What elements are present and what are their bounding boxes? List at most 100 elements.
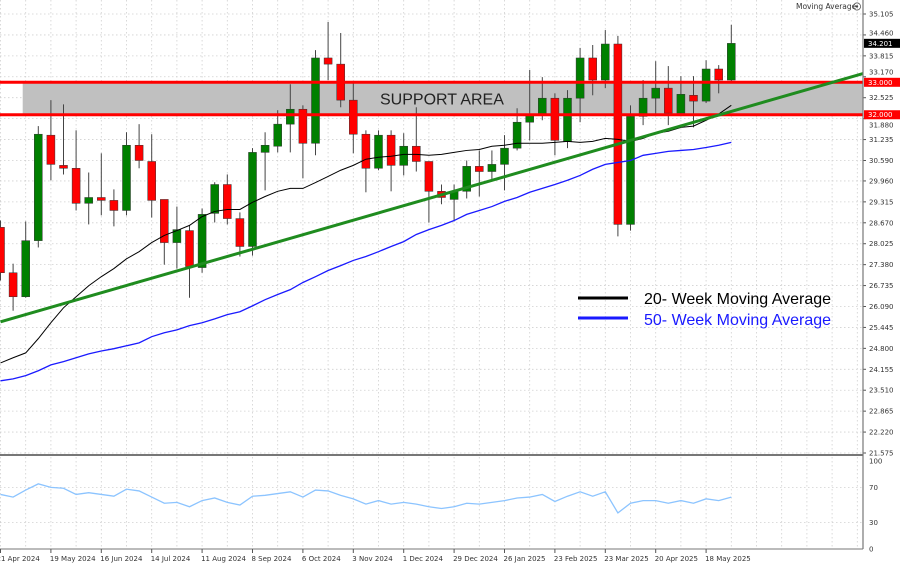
support-area-band [22,82,863,115]
legend-ma50-label: 50- Week Moving Average [644,312,831,329]
price-axis: 35.105 34.460 33.815 33.170 32.525 31.880 31.2… [863,11,894,458]
candle-bull [538,97,547,116]
trendline [0,72,864,324]
y-tick-label: 33.170 [869,68,894,76]
candle-bull [676,94,686,114]
y-tick-label: 25.445 [869,324,894,332]
current-price-tag-text: 34.201 [868,40,893,48]
candle-bear [97,197,106,201]
upper-price-tag: 33.000 [864,77,900,87]
time-axis: 21 Apr 2024 19 May 2024 16 Jun 2024 14 Jul … [0,549,751,563]
candle-bear [588,57,597,81]
y-tick-label: 32.525 [869,94,894,102]
candle-bear [46,134,56,165]
candle-bear [613,43,623,225]
y-tick-label: 21.575 [869,450,894,458]
osc-tick-label: 30 [869,519,878,527]
ma20-line [0,104,732,364]
x-tick-label: 23 Mar 2025 [604,555,648,563]
candle-bull [260,144,270,153]
y-tick-label: 34.460 [869,29,894,37]
candle-bull [374,134,383,169]
candle-bear [71,168,81,204]
candle-bear [349,99,358,135]
candle-bear [235,218,245,247]
candle-bear [147,161,156,201]
candle-bear [223,184,232,219]
candle-bear [475,166,484,172]
y-tick-label: 22.220 [869,429,894,437]
y-tick-label: 29.315 [869,198,894,206]
osc-tick-label: 100 [869,458,882,466]
oscillator-axis: 100 70 30 0 [869,458,882,554]
x-tick-label: 21 Apr 2024 [0,555,40,563]
candles [0,21,736,311]
candle-bull [311,57,320,144]
y-tick-label: 31.235 [869,136,894,144]
candle-bear [550,97,560,141]
candle-bear [185,230,194,267]
candle-bull [122,144,131,211]
candle-bull [575,57,585,99]
x-tick-label: 16 Jun 2024 [100,555,143,563]
candle-bull [462,166,471,192]
candle-bull [727,43,736,81]
oscillator-line [0,483,732,514]
x-tick-label: 14 Jul 2024 [151,555,191,563]
candle-bear [386,134,396,166]
settings-circle-icon[interactable] [853,2,861,11]
x-tick-label: 11 Aug 2024 [201,555,246,563]
y-tick-label: 31.880 [869,122,894,130]
candle-bull [84,197,93,204]
x-tick-label: 18 May 2025 [705,555,751,563]
candle-bear [109,200,119,211]
candle-bull [34,133,43,241]
x-tick-label: 8 Sep 2024 [252,555,292,563]
indicator-label: Moving Average [796,2,857,11]
x-tick-label: 1 Dec 2024 [403,555,444,563]
candle-bull [399,145,408,166]
y-tick-label: 28.670 [869,219,894,227]
candle-bear [323,57,333,65]
y-tick-label: 26.735 [869,282,894,290]
x-tick-label: 6 Oct 2024 [302,555,341,563]
x-tick-label: 20 Apr 2025 [655,555,698,563]
candle-bull [626,116,635,225]
candle-bear [0,227,5,274]
candle-bull [512,121,522,149]
candle-bear [664,87,673,114]
candle-bull [273,123,282,147]
candle-bull [286,108,295,125]
candle-bull [197,214,207,268]
candle-bull [651,87,660,99]
candle-bull [21,240,30,298]
osc-tick-label: 70 [869,484,878,492]
candle-bear [134,144,144,161]
current-price-tag: 34.201 [864,38,900,48]
candle-bear [361,133,371,169]
x-tick-label: 23 Feb 2025 [554,555,598,563]
legend-ma20-label: 20- Week Moving Average [644,291,831,308]
y-tick-label: 35.105 [869,11,894,19]
y-tick-label: 23.510 [869,387,894,395]
y-tick-label: 22.865 [869,408,894,416]
candle-bull [563,97,572,142]
candle-bull [701,68,711,102]
x-tick-label: 3 Nov 2024 [352,555,393,563]
y-tick-label: 33.815 [869,52,894,60]
y-tick-label: 27.380 [869,261,894,269]
candle-bull [487,164,497,172]
candle-bear [59,165,68,169]
candle-bull [248,152,257,247]
ma50-line [0,141,732,382]
y-tick-label: 24.800 [869,345,894,353]
candle-bull [601,43,610,81]
candle-bear [714,68,723,81]
y-tick-label: 24.155 [869,366,894,374]
candle-bull [172,229,182,243]
y-tick-label: 30.590 [869,157,894,165]
legend: 20- Week Moving Average 50- Week Moving … [578,291,831,329]
candle-bear [424,161,434,192]
candle-bear [298,108,308,144]
